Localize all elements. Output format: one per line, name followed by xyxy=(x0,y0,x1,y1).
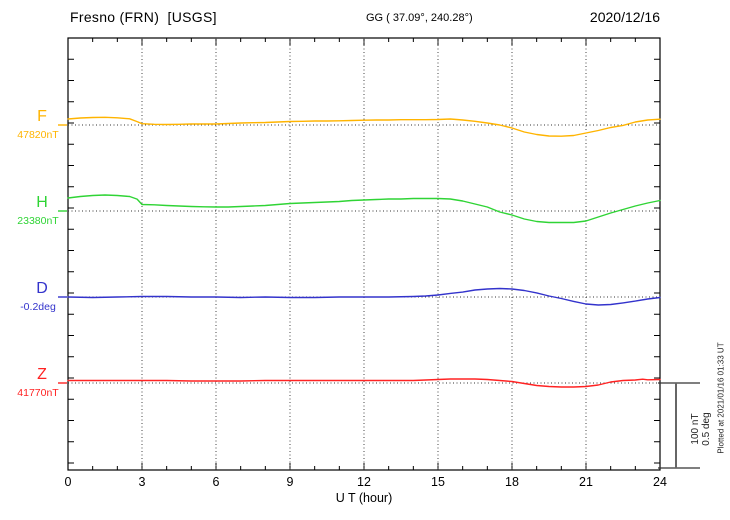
x-tick-label-24: 24 xyxy=(653,475,667,489)
scale-bar-label: 100 nT 0.5 deg xyxy=(690,412,712,445)
channel-label-H: H xyxy=(36,194,48,211)
scale-bar-deg-label: 0.5 deg xyxy=(701,412,712,446)
channel-baseline-value-H: 23380nT xyxy=(17,215,59,227)
x-tick-label-15: 15 xyxy=(431,475,445,489)
station-title: Fresno (FRN) [USGS] xyxy=(70,9,217,25)
channel-label-D: D xyxy=(36,280,48,297)
channel-baseline-value-Z: 41770nT xyxy=(17,387,59,399)
plot-date: 2020/12/16 xyxy=(589,9,660,25)
trace-D xyxy=(67,287,661,306)
channel-baseline-value-D: -0.2deg xyxy=(20,301,56,313)
x-tick-label-12: 12 xyxy=(357,475,371,489)
scale-bar-nt-label: 100 nT xyxy=(690,413,701,445)
plotted-timestamp-note: Plotted at 2021/01/16 01:33 UT xyxy=(716,342,726,454)
trace-H xyxy=(67,194,661,224)
x-tick-label-0: 0 xyxy=(64,475,72,489)
channel-label-F: F xyxy=(37,108,47,125)
trace-Z xyxy=(67,378,661,388)
x-axis-title: U T (hour) xyxy=(335,491,393,505)
x-tick-label-18: 18 xyxy=(505,475,519,489)
x-tick-label-21: 21 xyxy=(579,475,593,489)
plot-frame xyxy=(67,37,661,471)
channel-label-Z: Z xyxy=(37,366,47,383)
channel-baseline-value-F: 47820nT xyxy=(17,129,59,141)
geographic-coordinates: GG ( 37.09°, 240.28°) xyxy=(366,12,473,24)
trace-F xyxy=(67,116,661,137)
x-tick-label-6: 6 xyxy=(212,475,220,489)
x-tick-label-9: 9 xyxy=(286,475,294,489)
x-tick-label-3: 3 xyxy=(138,475,146,489)
